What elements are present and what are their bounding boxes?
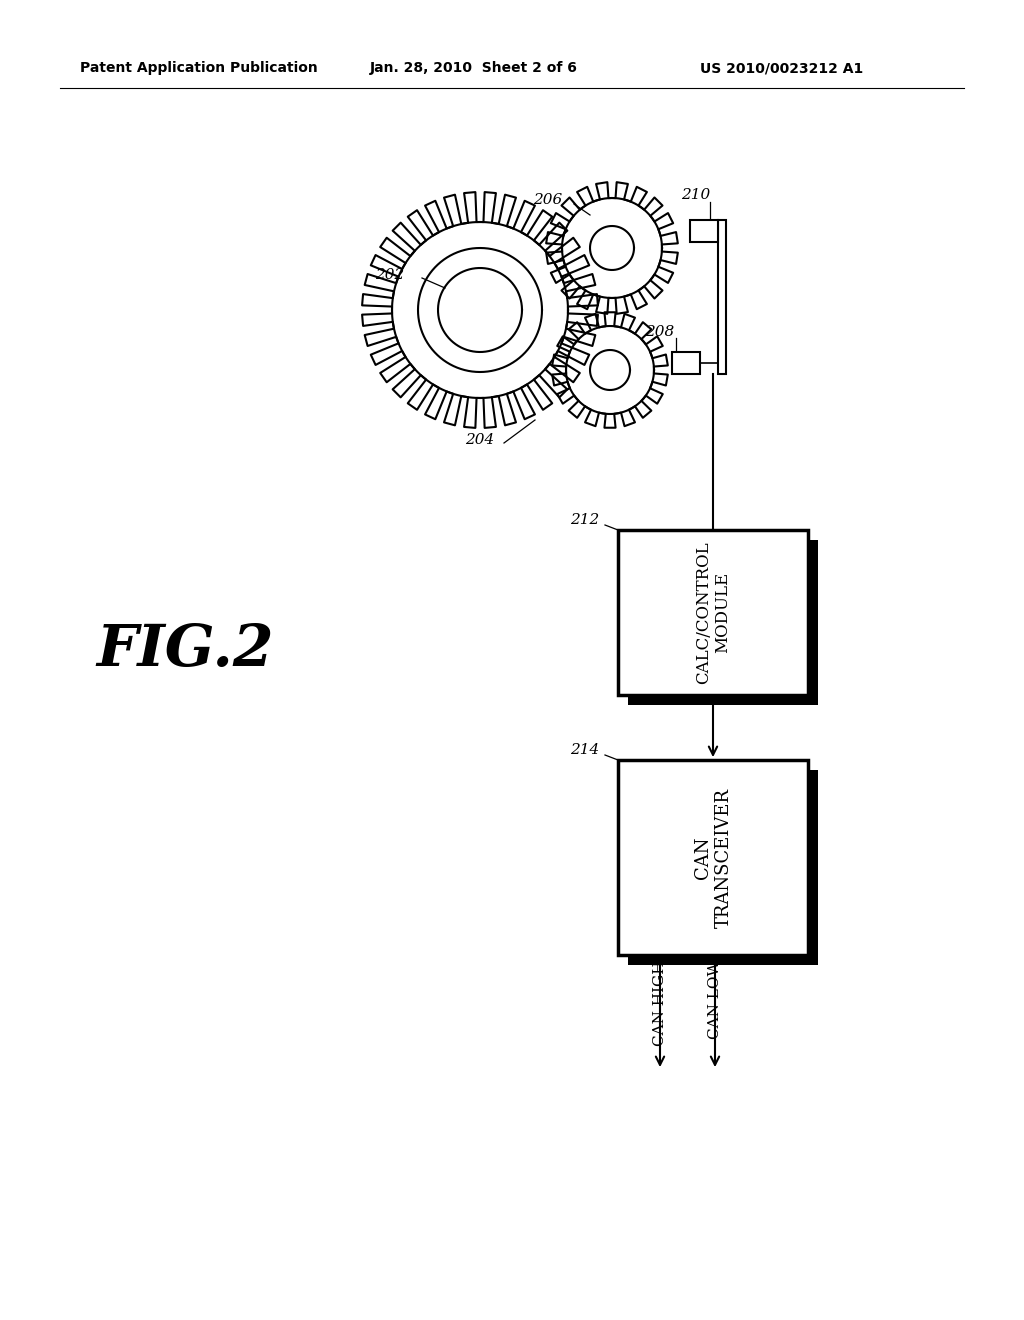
Text: 202: 202 <box>376 268 404 282</box>
Text: Patent Application Publication: Patent Application Publication <box>80 61 317 75</box>
Text: Jan. 28, 2010  Sheet 2 of 6: Jan. 28, 2010 Sheet 2 of 6 <box>370 61 578 75</box>
Bar <box>618 760 808 954</box>
Text: CAN LOW: CAN LOW <box>708 960 722 1039</box>
Text: 204: 204 <box>465 433 495 447</box>
Text: FIG.2: FIG.2 <box>96 622 273 678</box>
Text: US 2010/0023212 A1: US 2010/0023212 A1 <box>700 61 863 75</box>
Bar <box>628 540 818 705</box>
Text: CAN
TRANSCEIVER: CAN TRANSCEIVER <box>693 788 732 928</box>
Text: 206: 206 <box>534 193 562 207</box>
Text: CALC/CONTROL
MODULE: CALC/CONTROL MODULE <box>694 541 731 684</box>
Bar <box>628 770 818 965</box>
Bar <box>690 220 718 242</box>
Bar <box>618 531 808 696</box>
Text: 208: 208 <box>645 325 675 339</box>
Text: 212: 212 <box>570 513 600 527</box>
Text: 210: 210 <box>681 187 711 202</box>
Bar <box>672 352 700 374</box>
Text: 214: 214 <box>570 743 600 756</box>
Bar <box>718 220 726 374</box>
Text: CAN HIGH: CAN HIGH <box>653 960 667 1045</box>
